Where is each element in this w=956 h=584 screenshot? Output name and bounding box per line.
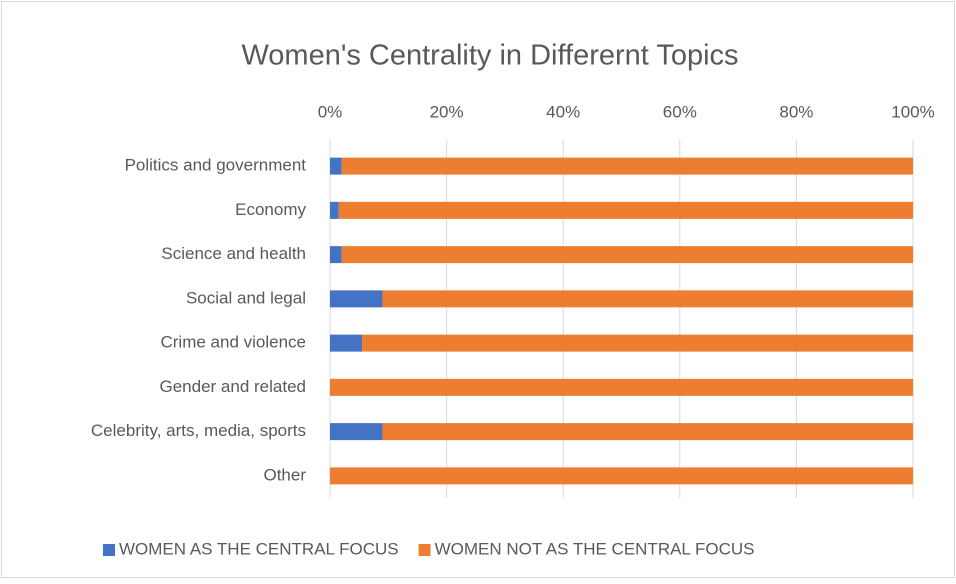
bar-segment — [330, 334, 363, 352]
y-tick-label: Celebrity, arts, media, sports — [91, 421, 306, 440]
y-tick-label: Other — [263, 465, 306, 484]
x-tick-label: 0% — [318, 102, 343, 121]
chart-title: Women's Centrality in Differernt Topics — [241, 40, 738, 72]
legend-label: WOMEN NOT AS THE CENTRAL FOCUS — [435, 539, 755, 558]
bar-segment — [330, 467, 913, 485]
y-tick-label: Social and legal — [186, 288, 306, 307]
y-tick-label: Crime and violence — [160, 333, 306, 352]
bar-segment — [362, 334, 913, 352]
bar-segment — [330, 290, 383, 308]
x-tick-label: 60% — [663, 102, 697, 121]
bar-segment — [382, 290, 914, 308]
legend-swatch — [103, 544, 115, 556]
legend-swatch — [418, 544, 431, 556]
bar-segment — [382, 423, 914, 441]
y-tick-label: Science and health — [161, 244, 306, 263]
bar-segment — [330, 157, 342, 175]
bar-segment — [330, 378, 913, 396]
x-tick-label: 100% — [891, 102, 934, 121]
y-tick-label: Gender and related — [160, 377, 307, 396]
bar-segment — [341, 246, 913, 264]
legend-label: WOMEN AS THE CENTRAL FOCUS — [119, 539, 399, 558]
bar-segment — [330, 423, 383, 441]
y-tick-label: Economy — [235, 200, 306, 219]
x-tick-label: 80% — [779, 102, 813, 121]
x-tick-label: 40% — [546, 102, 580, 121]
y-tick-label: Politics and government — [125, 156, 307, 175]
bar-segment — [338, 201, 913, 219]
bar-segment — [330, 246, 342, 264]
bar-segment — [330, 201, 339, 219]
bar-segment — [341, 157, 913, 175]
x-tick-label: 20% — [430, 102, 464, 121]
